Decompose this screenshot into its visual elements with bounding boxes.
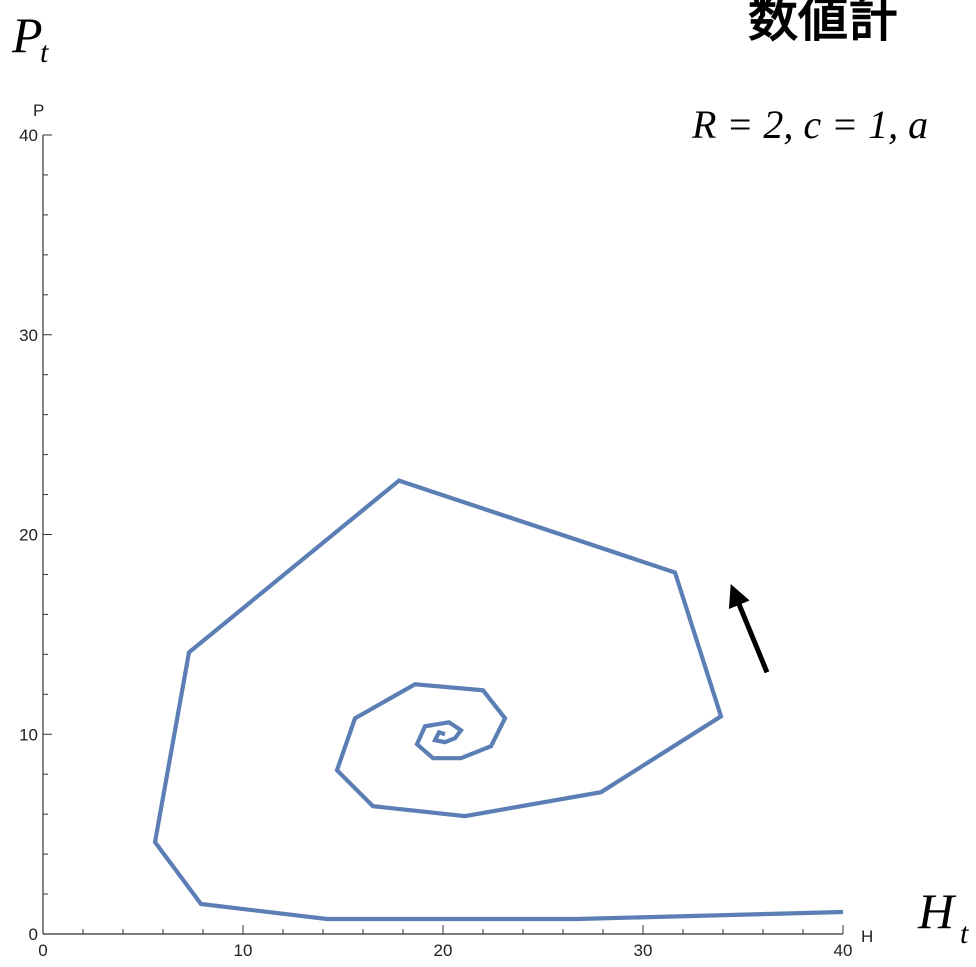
y-tick-label: 0 <box>29 925 38 944</box>
x-tick-label: 30 <box>634 941 653 960</box>
x-tick-label: 20 <box>434 941 453 960</box>
x-math-subscript: t <box>960 917 969 950</box>
y-math-label: P <box>11 7 43 63</box>
x-tick-label: 40 <box>834 941 853 960</box>
trajectory-line <box>152 478 844 922</box>
y-tick-label: 10 <box>19 725 38 744</box>
direction-arrow <box>728 584 770 674</box>
axis-ticks <box>42 134 844 935</box>
y-tick-label: 30 <box>19 326 38 345</box>
x-axis-name: H <box>861 927 873 946</box>
page-heading: 数値計 <box>748 0 898 48</box>
y-tick-label: 20 <box>19 526 38 545</box>
y-tick-label: 40 <box>19 126 38 145</box>
tick-labels: 0 10 20 30 40 0 10 20 30 40 <box>19 126 852 960</box>
x-tick-label: 10 <box>234 941 253 960</box>
parameters-text: R = 2, c = 1, a <box>691 102 928 147</box>
y-axis-name: P <box>33 101 44 120</box>
x-tick-label: 0 <box>38 941 47 960</box>
y-math-subscript: t <box>40 36 49 69</box>
x-math-label: H <box>917 883 957 939</box>
